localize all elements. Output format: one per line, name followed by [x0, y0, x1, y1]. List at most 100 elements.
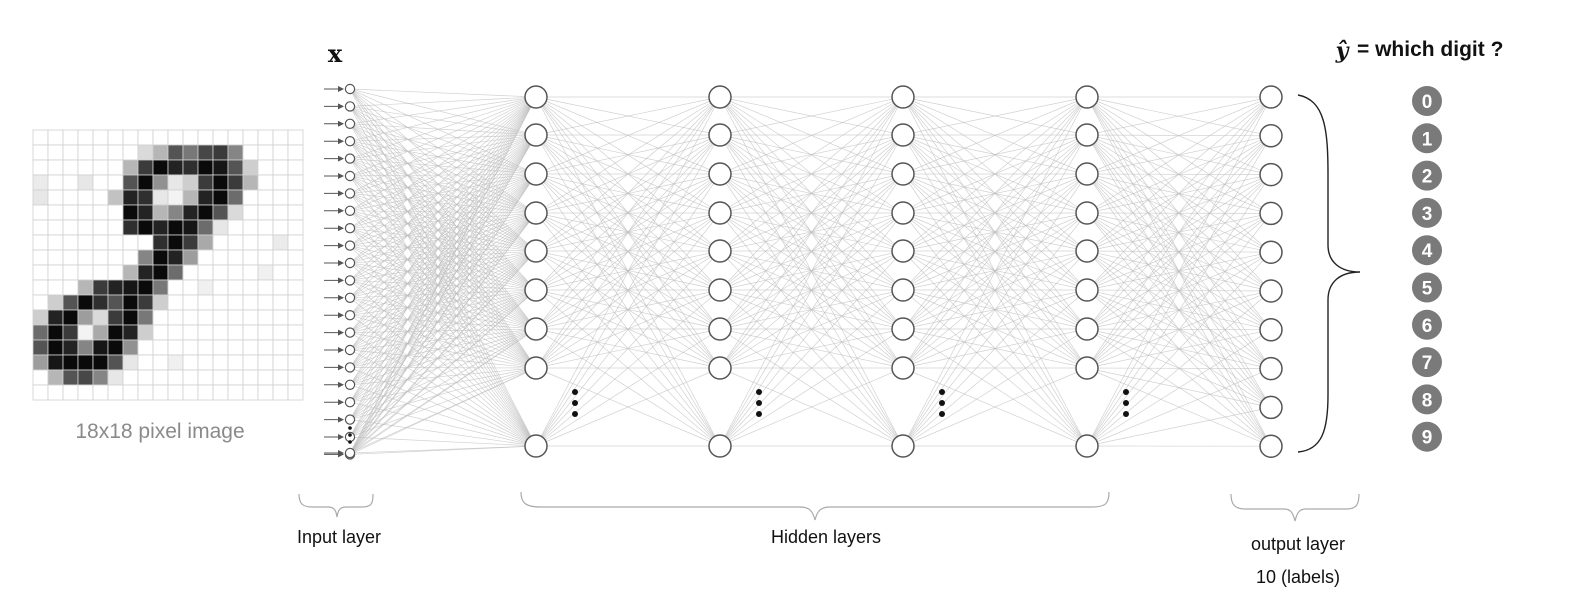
edge — [902, 96, 1088, 252]
edge — [902, 96, 1088, 369]
pixel-cell — [152, 219, 169, 236]
hidden-node — [708, 434, 732, 458]
hidden-node — [891, 239, 915, 263]
edge — [349, 212, 537, 333]
edge — [349, 210, 537, 330]
pixel-cell — [122, 279, 139, 296]
digit-label: 2 — [1422, 167, 1433, 188]
hidden-ellipsis-dots — [572, 389, 1129, 417]
pixel-cell — [107, 219, 124, 236]
pixel-cell — [137, 204, 154, 221]
pixel-cell — [77, 369, 94, 386]
edge — [1086, 96, 1272, 214]
pixel-cell — [272, 174, 289, 191]
pixel-cell — [47, 234, 64, 251]
input-node — [344, 257, 356, 269]
pixel-cell — [182, 129, 199, 146]
hidden-node — [524, 85, 548, 109]
edge — [349, 88, 537, 98]
hidden-node — [1075, 201, 1099, 225]
pixel-cell — [167, 234, 184, 251]
edge — [719, 96, 904, 291]
pixel-cell — [152, 189, 169, 206]
edge — [349, 106, 537, 175]
pixel-cell — [152, 369, 169, 386]
pixel-cell — [287, 294, 304, 311]
edge — [349, 328, 537, 333]
digit-label: 5 — [1422, 279, 1433, 300]
pixel-cell — [152, 159, 169, 176]
edge — [349, 328, 537, 454]
pixel-cell — [152, 354, 169, 371]
pixel-cell — [257, 324, 274, 341]
edge — [902, 250, 1088, 447]
output-node — [1259, 395, 1283, 420]
hidden-node — [524, 239, 548, 263]
pixel-cell — [62, 384, 79, 401]
edge — [349, 173, 537, 368]
pixel-cell — [287, 174, 304, 191]
pixel-cell — [107, 234, 124, 251]
pixel-cell — [47, 369, 64, 386]
digit-label: 8 — [1422, 390, 1433, 411]
pixel-cell — [242, 354, 259, 371]
pixel-cell — [32, 174, 49, 191]
pixel-cell — [257, 129, 274, 146]
edge — [349, 419, 537, 447]
pixel-cell — [92, 234, 109, 251]
pixel-cell — [47, 324, 64, 341]
digit-label: 4 — [1422, 241, 1433, 262]
pixel-cell — [167, 249, 184, 266]
edge — [349, 314, 537, 369]
edge — [349, 250, 537, 281]
pixel-cell — [167, 144, 184, 161]
pixel-cell — [242, 384, 259, 401]
pixel-cell — [167, 159, 184, 176]
edge — [349, 210, 537, 369]
pixel-cell — [287, 339, 304, 356]
input-node — [344, 222, 356, 234]
pixel-cell — [287, 129, 304, 146]
pixel-cell — [92, 369, 109, 386]
pixel-cell — [272, 354, 289, 371]
pixel-cell — [62, 234, 79, 251]
edge — [349, 123, 537, 369]
pixel-cell — [227, 219, 244, 236]
pixel-cell — [107, 279, 124, 296]
edge — [349, 193, 537, 330]
edge — [349, 134, 537, 386]
edge — [349, 158, 537, 330]
input-node — [344, 344, 356, 356]
hidden-node — [524, 123, 548, 147]
edge — [349, 88, 537, 369]
edge — [1086, 251, 1272, 447]
input-node — [344, 240, 356, 251]
pixel-cell — [122, 129, 139, 146]
pixel-cell — [197, 264, 214, 281]
edge — [902, 134, 1088, 369]
pixel-cell — [107, 174, 124, 191]
input-layer-label: Input layer — [297, 527, 381, 547]
pixel-cell — [197, 309, 214, 326]
edge — [535, 96, 721, 447]
pixel-cell — [182, 159, 199, 176]
pixel-cell — [257, 249, 274, 266]
pixel-cell — [212, 204, 229, 221]
edge — [349, 212, 537, 316]
digit-badge — [1412, 384, 1442, 415]
pixel-cell — [287, 249, 304, 266]
pixel-cell — [182, 324, 199, 341]
input-ellipsis-dots — [348, 426, 352, 444]
edge — [349, 134, 537, 454]
edge — [349, 212, 537, 386]
edge — [349, 96, 537, 299]
pixel-cell — [167, 204, 184, 221]
pixel-cell — [32, 234, 49, 251]
ellipsis-dot — [1123, 389, 1129, 395]
pixel-cell — [167, 339, 184, 356]
hidden-node — [1075, 356, 1099, 380]
pixel-cell — [272, 189, 289, 206]
pixel-cell — [152, 339, 169, 356]
pixel-cell — [92, 294, 109, 311]
pixel-cell — [77, 249, 94, 266]
